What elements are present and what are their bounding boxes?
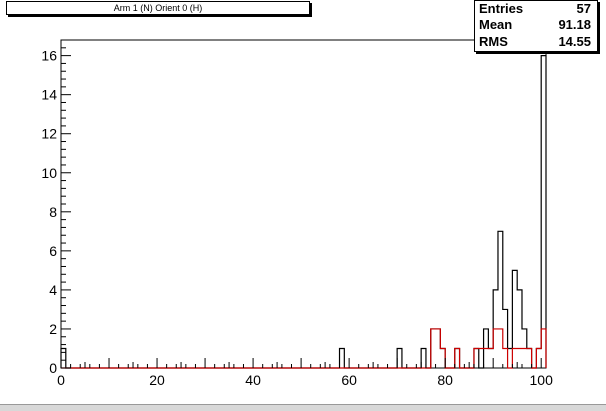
x-tick-label: 60	[341, 372, 357, 388]
histogram-bin-s1-4	[474, 348, 479, 368]
stats-entries-row: Entries 57	[479, 1, 591, 17]
stats-entries-label: Entries	[479, 1, 524, 16]
y-tick-label: 14	[41, 87, 57, 103]
histogram-bin-s1-6	[484, 348, 489, 368]
histogram-bin-s1-2	[440, 348, 445, 368]
x-tick-label: 40	[245, 372, 261, 388]
histogram-bin-s1-8	[493, 329, 498, 368]
histogram-bin-s0-7	[455, 348, 460, 368]
histogram-bin-s0-20	[541, 56, 546, 368]
histogram-bin-s0-3	[421, 348, 426, 368]
histogram-bin-s1-1	[436, 329, 441, 368]
histogram-bin-s1-0	[431, 329, 436, 368]
histogram-bin-s0-12	[498, 231, 503, 368]
histogram-bin-s0-19	[536, 348, 541, 368]
x-tick-label: 0	[57, 372, 65, 388]
histogram-bin-s0-2	[397, 348, 402, 368]
y-tick-label: 16	[41, 48, 57, 64]
histogram-bin-s1-13	[522, 348, 527, 368]
histogram-bin-s0-0	[61, 348, 66, 368]
stats-rms-row: RMS 14.55	[479, 34, 591, 50]
histogram-bin-s1-3	[455, 348, 460, 368]
y-tick-label: 12	[41, 126, 57, 142]
histogram-bin-s1-5	[479, 348, 484, 368]
histogram-bin-s1-9	[498, 329, 503, 368]
y-tick-label: 2	[49, 321, 57, 337]
chart-title: Arm 1 (N) Orient 0 (H)	[6, 1, 310, 15]
x-tick-label: 100	[530, 372, 554, 388]
y-tick-label: 4	[49, 282, 57, 298]
stats-rms-label: RMS	[479, 34, 508, 49]
histogram-series-0	[60, 55, 547, 369]
stats-rms-value: 14.55	[558, 34, 591, 49]
y-tick-label: 10	[41, 165, 57, 181]
histogram-bin-s1-10	[503, 348, 508, 368]
histogram-bin-s0-13	[503, 309, 508, 368]
histogram-bin-s0-5	[436, 329, 441, 368]
plot-frame	[60, 39, 547, 369]
histogram-bin-s0-16	[517, 290, 522, 368]
x-tick-label: 20	[149, 372, 165, 388]
stats-mean-value: 91.18	[558, 17, 591, 32]
histogram-series-1	[61, 328, 547, 369]
histogram-bin-s0-8	[474, 348, 479, 368]
histogram-bin-s0-4	[431, 329, 436, 368]
histogram-bin-s0-14	[508, 348, 513, 368]
stats-mean-row: Mean 91.18	[479, 17, 591, 33]
histogram-bin-s1-14	[527, 348, 532, 368]
histogram-bin-s0-1	[340, 348, 345, 368]
y-tick-label: 8	[49, 204, 57, 220]
histogram-bin-s1-7	[488, 348, 493, 368]
histogram-bin-s0-15	[512, 270, 517, 368]
y-tick-label: 6	[49, 243, 57, 259]
x-tick-label: 80	[437, 372, 453, 388]
histogram-bin-s1-15	[536, 348, 541, 368]
histogram-bin-s1-16	[541, 329, 546, 368]
histogram-bin-s1-11	[512, 348, 517, 368]
histogram-bin-s0-10	[488, 348, 493, 368]
stats-mean-label: Mean	[479, 17, 513, 32]
window-bottom-edge	[0, 404, 606, 411]
stats-entries-value: 57	[576, 1, 591, 16]
histogram-bin-s1-12	[517, 348, 522, 368]
stats-box: Entries 57 Mean 91.18 RMS 14.55	[474, 0, 598, 52]
histogram-bin-s0-18	[527, 348, 532, 368]
y-tick-label: 0	[49, 360, 57, 376]
histogram-bin-s0-6	[440, 348, 445, 368]
